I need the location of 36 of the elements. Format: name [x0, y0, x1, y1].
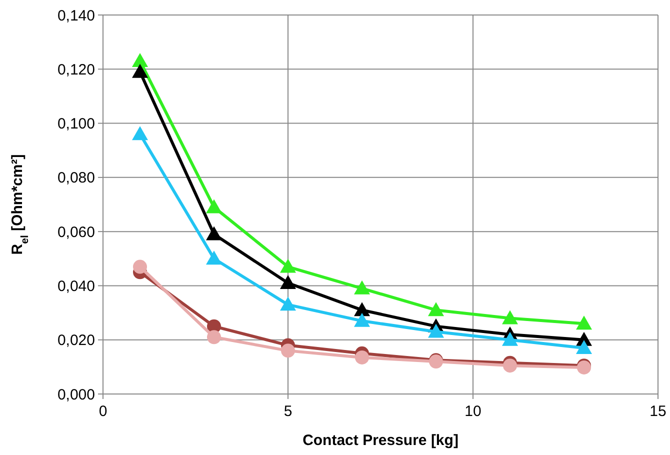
x-tick-label: 10 [464, 403, 482, 420]
point [576, 316, 592, 330]
point [206, 199, 222, 214]
point [281, 344, 295, 358]
y-tick-label: 0,140 [57, 7, 95, 24]
point [280, 275, 296, 290]
y-tick-label: 0,020 [57, 332, 95, 350]
y-tick-label: 0,060 [57, 224, 95, 241]
point [132, 126, 148, 140]
x-tick-label: 0 [98, 403, 108, 420]
point [132, 53, 148, 68]
point [280, 258, 296, 273]
y-tick-label: 0,080 [57, 170, 95, 187]
point [206, 250, 222, 265]
point [502, 310, 518, 324]
x-tick-label: 5 [284, 403, 292, 420]
point [428, 324, 444, 338]
point [502, 332, 518, 346]
point [428, 302, 444, 316]
point [132, 64, 148, 78]
y-tick-label: 0,120 [57, 61, 95, 78]
x-axis-title: Contact Pressure [kg] [302, 432, 458, 449]
y-tick-label: 0,000 [57, 386, 95, 404]
point [354, 302, 370, 316]
point [355, 350, 369, 364]
point [133, 260, 147, 274]
point [206, 226, 222, 240]
x-tick-label: 15 [650, 403, 666, 420]
point [354, 312, 370, 327]
point [207, 330, 221, 344]
point [576, 340, 592, 354]
y-tick-label: 0,040 [57, 278, 95, 295]
point [280, 296, 296, 311]
point [354, 280, 370, 294]
point [503, 358, 517, 373]
y-tick-label: 0,100 [57, 116, 95, 133]
